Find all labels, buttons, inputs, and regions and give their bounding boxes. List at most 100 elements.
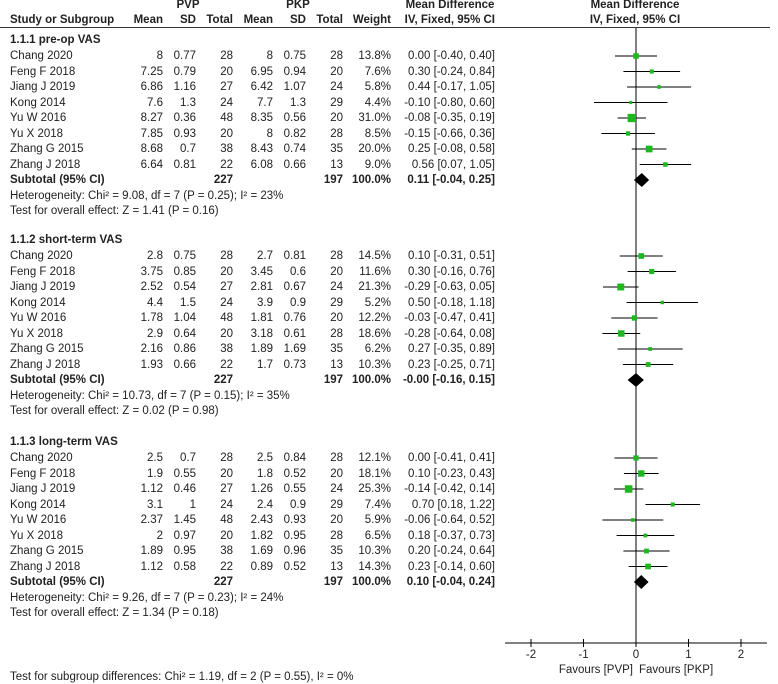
study-sd1: 0.64 — [173, 327, 196, 340]
study-sd2: 0.6 — [290, 265, 306, 278]
group2-header: PKP — [286, 0, 310, 11]
study-m2: 8.35 — [250, 112, 273, 124]
study-ci: 0.18 [-0.37, 0.73] — [408, 529, 495, 542]
study-sd2: 0.55 — [283, 483, 306, 495]
study-ci: 0.70 [0.18, 1.22] — [411, 498, 495, 511]
study-sd1: 0.81 — [173, 158, 196, 171]
study-weight: 14.3% — [358, 560, 391, 573]
study-m1: 1.12 — [140, 560, 163, 573]
study-sd2: 0.81 — [283, 250, 306, 262]
subtotal-ci: -0.00 [-0.16, 0.15] — [402, 374, 495, 386]
study-m1: 7.6 — [147, 96, 163, 109]
study-square — [633, 53, 639, 59]
study-weight: 20.0% — [358, 143, 391, 155]
study-weight: 13.8% — [358, 50, 391, 62]
study-ci: 0.50 [-0.18, 1.18] — [408, 296, 495, 309]
study-weight: 25.3% — [358, 483, 391, 495]
study-weight: 5.8% — [364, 81, 391, 93]
x-tick-label: -2 — [525, 649, 537, 661]
study-name: Feng F 2018 — [10, 265, 76, 278]
study-ci: -0.06 [-0.64, 0.52] — [404, 514, 495, 526]
study-n1: 20 — [220, 529, 233, 542]
plot-method: IV, Fixed, 95% CI — [589, 14, 681, 26]
study-square — [657, 85, 661, 89]
study-m2: 2.81 — [250, 281, 273, 293]
study-ci: 0.10 [-0.31, 0.51] — [408, 250, 495, 262]
study-n2: 35 — [330, 143, 343, 155]
study-m2: 7.7 — [257, 96, 273, 109]
study-sd2: 0.67 — [283, 281, 306, 293]
study-square — [649, 69, 654, 74]
study-name: Kong 2014 — [10, 498, 66, 511]
x-tick-label: 2 — [737, 649, 745, 661]
study-ci: -0.03 [-0.47, 0.41] — [404, 312, 495, 324]
study-n1: 20 — [220, 127, 233, 140]
study-m1: 3.75 — [140, 265, 163, 278]
study-square — [649, 268, 655, 275]
col-study: Study or Subgroup — [10, 14, 115, 26]
subgroup-differences-text: Test for subgroup differences: Chi² = 1.… — [10, 671, 354, 683]
study-n2: 28 — [330, 50, 343, 62]
study-sd1: 0.95 — [173, 545, 196, 557]
study-square — [663, 162, 668, 167]
study-sd2: 0.75 — [283, 50, 306, 62]
study-n1: 38 — [220, 545, 233, 557]
study-sd1: 0.77 — [173, 50, 196, 62]
col-sd-2: SD — [290, 14, 306, 26]
study-name: Yu W 2016 — [10, 112, 67, 124]
study-n1: 20 — [220, 467, 233, 480]
subtotal-ci: 0.10 [-0.04, 0.24] — [406, 576, 495, 588]
study-m1: 3.1 — [147, 498, 163, 511]
study-sd2: 0.66 — [283, 158, 306, 171]
study-ci: 0.23 [-0.14, 0.60] — [408, 560, 495, 573]
subtotal-n1: 227 — [213, 174, 233, 186]
study-n1: 20 — [220, 327, 233, 340]
study-m1: 7.25 — [140, 65, 163, 78]
study-n1: 20 — [220, 265, 233, 278]
subtotal-n2: 197 — [323, 576, 343, 588]
study-m2: 1.82 — [250, 529, 273, 542]
col-total-1: Total — [206, 14, 233, 26]
study-weight: 5.2% — [364, 296, 391, 309]
study-m2: 1.81 — [250, 312, 273, 324]
study-sd1: 0.7 — [180, 452, 196, 464]
col-mean-2: Mean — [243, 14, 273, 26]
study-name: Yu W 2016 — [10, 514, 67, 526]
group1-header: PVP — [176, 0, 200, 11]
study-square — [624, 485, 633, 493]
subtotal-n2: 197 — [323, 374, 343, 386]
study-ci: -0.29 [-0.63, 0.05] — [404, 281, 495, 293]
study-name: Jiang J 2019 — [10, 281, 76, 293]
study-m2: 1.89 — [250, 343, 273, 355]
study-m1: 2.8 — [147, 250, 163, 262]
subtotal-diamond — [627, 373, 644, 387]
study-n2: 20 — [330, 112, 343, 124]
study-weight: 14.5% — [358, 250, 391, 262]
study-ci: -0.14 [-0.42, 0.14] — [404, 483, 495, 495]
study-m1: 6.64 — [140, 158, 163, 171]
study-m2: 2.4 — [257, 498, 273, 511]
subgroup-title: 1.1.3 long-term VAS — [10, 436, 118, 448]
study-m1: 2 — [156, 529, 163, 542]
study-m2: 6.42 — [250, 81, 273, 93]
study-sd2: 0.84 — [283, 452, 306, 464]
study-sd1: 0.86 — [173, 343, 196, 355]
study-m2: 2.7 — [257, 250, 273, 262]
study-n2: 20 — [330, 514, 343, 526]
x-tick-label: 1 — [685, 649, 692, 661]
study-n1: 28 — [220, 250, 233, 262]
study-name: Feng F 2018 — [10, 467, 76, 480]
study-name: Zhang J 2018 — [10, 158, 81, 171]
study-ci: 0.10 [-0.23, 0.43] — [408, 467, 495, 480]
study-m2: 6.08 — [250, 158, 273, 171]
study-sd1: 1.3 — [180, 96, 196, 109]
heterogeneity-text: Heterogeneity: Chi² = 9.26, df = 7 (P = … — [10, 592, 284, 604]
heterogeneity-text: Heterogeneity: Chi² = 9.08, df = 7 (P = … — [10, 190, 284, 202]
study-n1: 24 — [220, 96, 233, 109]
study-n1: 24 — [220, 296, 233, 309]
study-m2: 3.9 — [257, 296, 273, 309]
study-sd1: 0.79 — [173, 65, 196, 78]
study-n2: 13 — [330, 358, 343, 371]
study-m1: 6.86 — [140, 81, 163, 93]
study-m1: 7.85 — [140, 127, 163, 140]
